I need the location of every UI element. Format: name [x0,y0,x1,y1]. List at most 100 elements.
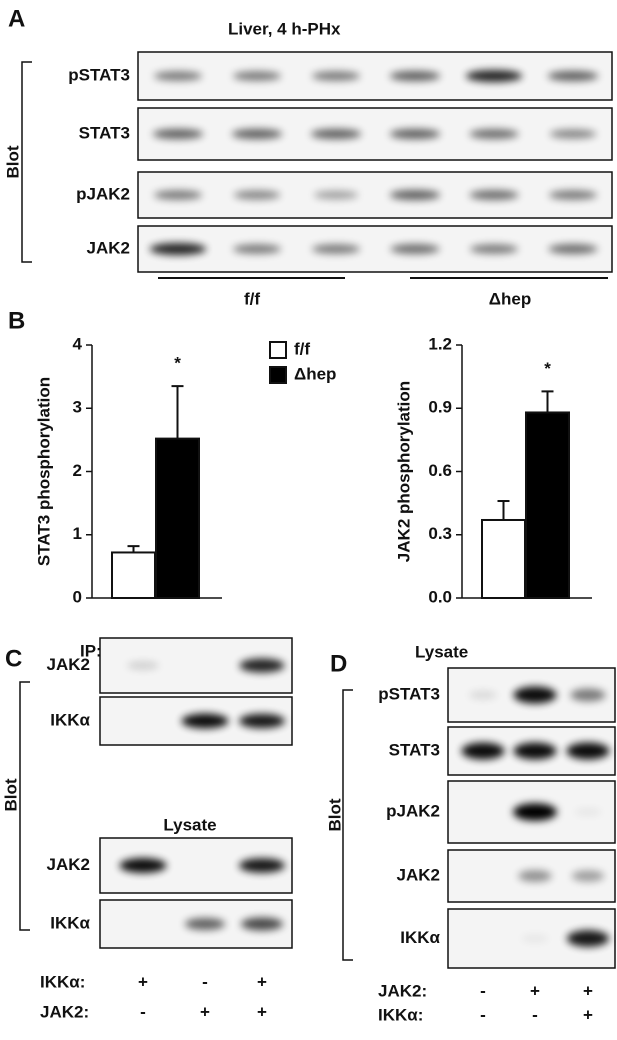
y-tick-label: 3 [73,398,82,417]
panel-title: Lysate [163,815,216,834]
group-label: Δhep [489,289,531,308]
band [469,129,519,139]
band [513,803,557,821]
band [233,71,281,81]
band [239,658,285,673]
y-tick-label: 1 [73,524,82,543]
band [518,870,552,882]
condition-mark: - [480,1005,486,1024]
blot-row-label: IKKα [400,928,440,947]
band [470,244,518,254]
condition-mark: + [583,981,593,1000]
band [240,917,284,931]
blot-row-label: JAK2 [47,855,90,874]
band [238,858,286,873]
legend-swatch [269,341,287,359]
blot-row-label: STAT3 [79,123,130,142]
blot-label: Blot [1,778,20,811]
significance: * [174,354,181,373]
y-tick-label: 0.0 [428,587,452,606]
bar [155,437,200,599]
band [312,244,360,254]
band [389,189,441,201]
condition-mark: + [530,981,540,1000]
condition-label: JAK2: [378,981,427,1000]
band [154,190,202,200]
band [566,930,610,947]
bar [111,551,156,600]
band [127,661,159,670]
band [152,128,204,140]
condition-mark: - [202,972,208,991]
blot-row-label: STAT3 [389,740,440,759]
y-tick-label: 0.3 [428,524,452,543]
y-axis-label: JAK2 phosphorylation [394,381,413,562]
blot-row-label: JAK2 [87,238,130,257]
band [570,688,606,702]
band [233,190,281,200]
band [231,128,283,140]
y-axis-label: STAT3 phosphorylation [34,377,53,566]
band [571,870,605,882]
band [233,244,281,254]
band [513,742,557,760]
legend-label: Δhep [294,364,336,383]
panel-label: D [330,650,347,677]
condition-mark: - [140,1002,146,1021]
band [313,190,359,200]
band [389,128,441,140]
band [184,917,226,931]
band [547,70,599,82]
band [181,713,229,729]
band [566,742,610,760]
band [574,807,602,817]
y-tick-label: 0.6 [428,461,452,480]
y-tick-label: 0 [73,587,82,606]
panel-title: Liver, 4 h-PHx [228,19,341,38]
panel-label: A [8,5,25,32]
condition-label: IKKα: [378,1005,423,1024]
band [312,71,360,81]
panel-title: Lysate [415,642,468,661]
legend-swatch [269,366,287,384]
bracket [21,61,32,263]
group-label: f/f [244,289,260,308]
band [389,70,441,82]
band [149,242,207,256]
band [310,128,362,140]
band [548,244,598,254]
y-tick-label: 0.9 [428,398,452,417]
band [154,71,202,81]
y-tick-label: 2 [73,461,82,480]
blot-row-label: pSTAT3 [68,65,130,84]
y-tick-label: 4 [73,334,83,353]
band [468,690,498,700]
bracket [342,689,353,961]
blot-frame [137,51,613,101]
condition-label: JAK2: [40,1002,89,1021]
panel-label: C [5,645,22,672]
legend-label: f/f [294,339,310,358]
bracket [19,681,30,931]
condition-mark: + [257,1002,267,1021]
y-tick-label: 1.2 [428,334,452,353]
band [549,129,597,139]
band [469,190,519,200]
band [119,858,167,873]
blot-row-label: pSTAT3 [378,684,440,703]
blot-frame [137,225,613,273]
blot-frame [137,171,613,219]
band [461,742,505,760]
blot-label: Blot [3,145,22,178]
condition-mark: + [257,972,267,991]
blot-row-label: IKKα [50,710,90,729]
band [390,244,440,254]
bar [481,518,526,599]
band [465,69,523,83]
band [513,686,557,704]
bar [525,411,570,600]
condition-mark: - [480,981,486,1000]
panel-label: B [8,307,25,334]
blot-row-label: IKKα [50,913,90,932]
